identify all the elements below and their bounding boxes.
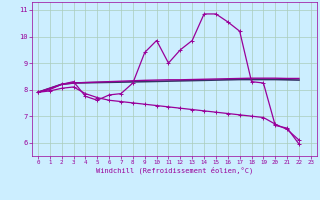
X-axis label: Windchill (Refroidissement éolien,°C): Windchill (Refroidissement éolien,°C) [96,167,253,174]
